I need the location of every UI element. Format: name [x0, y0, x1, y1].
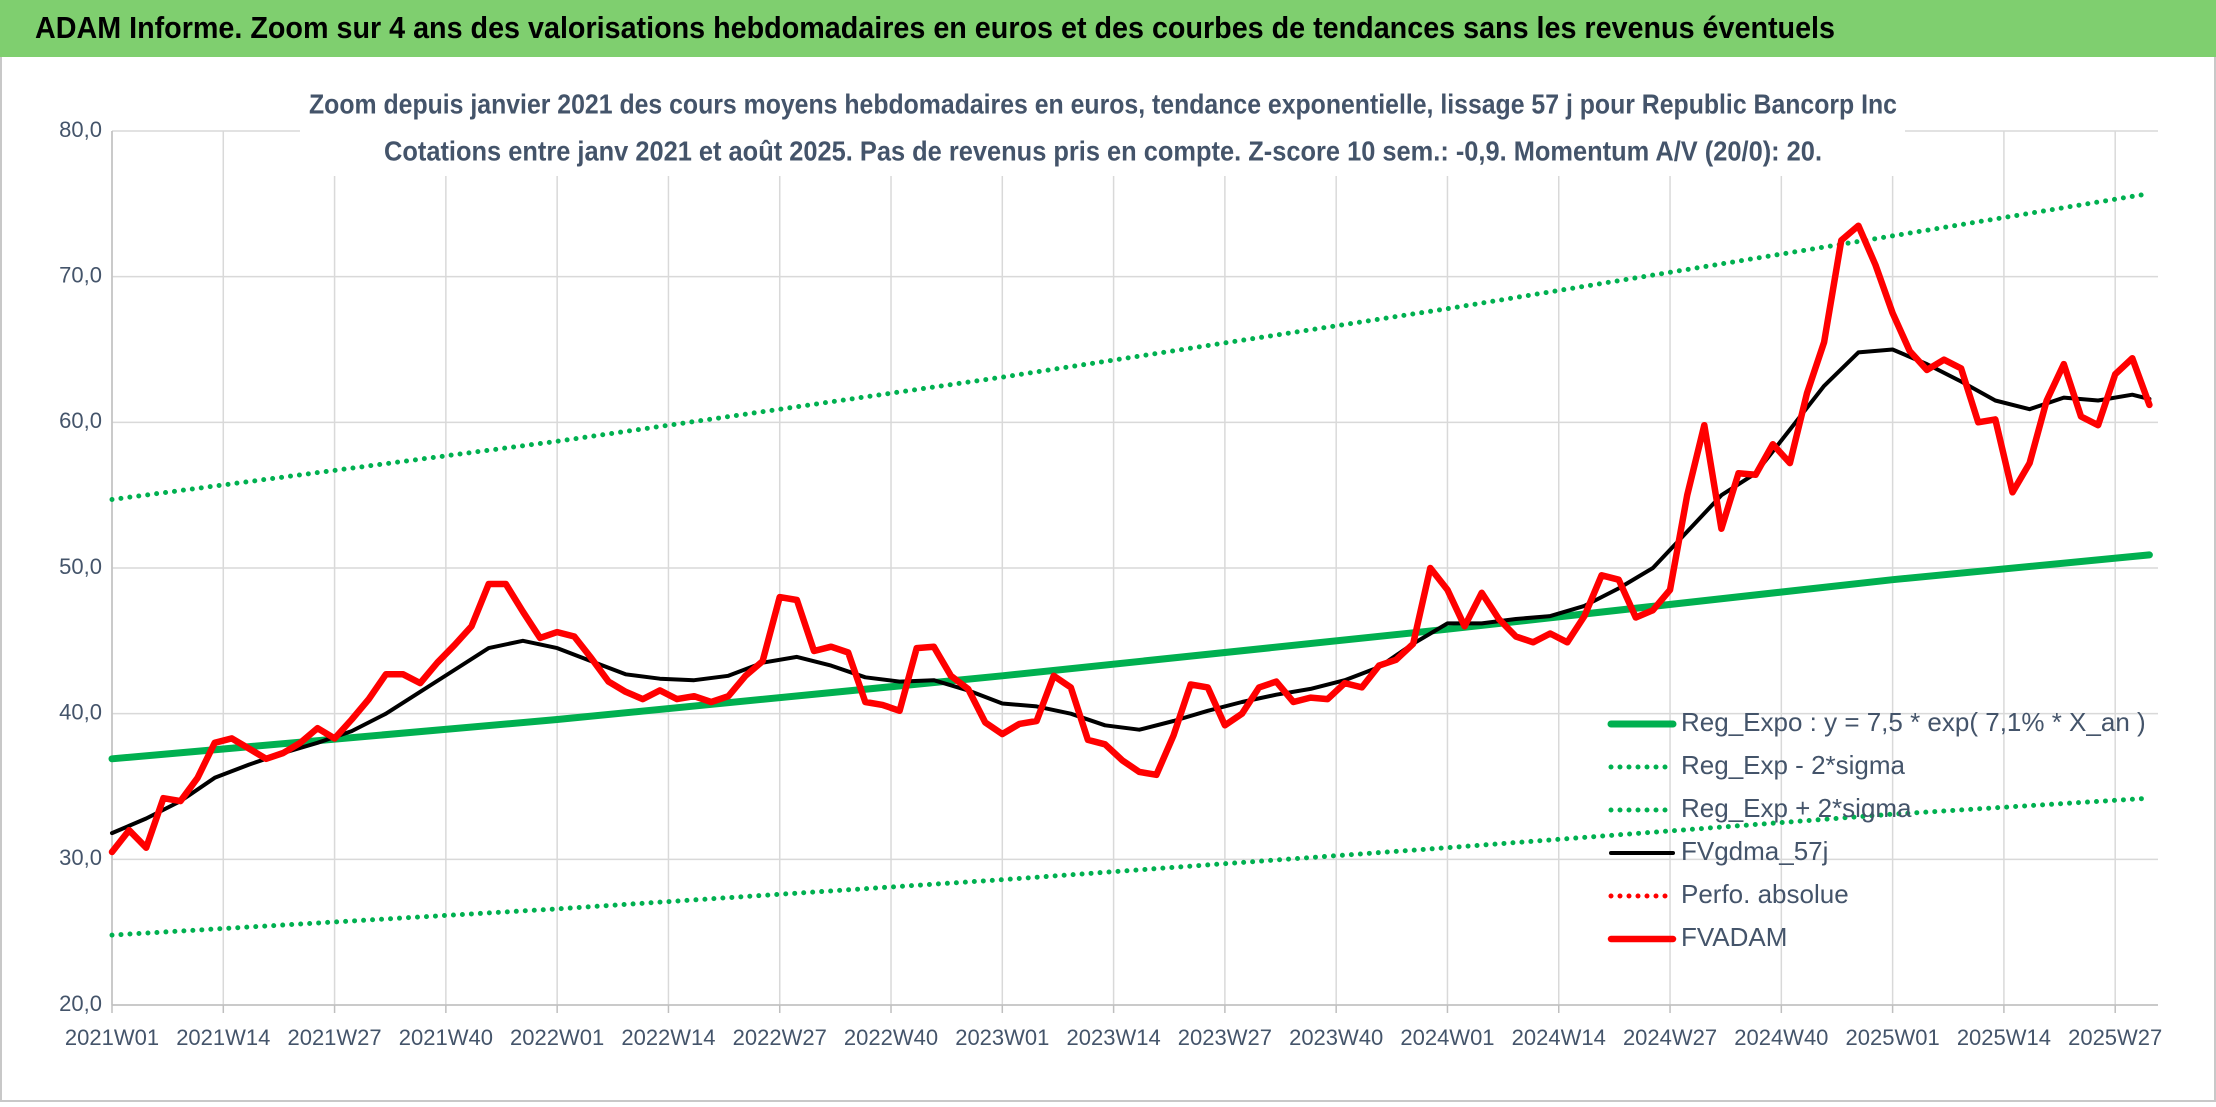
- series-line: [108, 222, 2153, 856]
- x-tick-label: 2023W01: [955, 1025, 1049, 1050]
- x-tick-label: 2025W01: [1846, 1025, 1940, 1050]
- series-line: [109, 795, 2152, 938]
- y-tick-label: 60,0: [59, 408, 102, 433]
- x-tick-label: 2021W27: [287, 1025, 381, 1050]
- header-title: ADAM Informe. Zoom sur 4 ans des valoris…: [35, 10, 1835, 45]
- x-tick-label: 2024W40: [1734, 1025, 1828, 1050]
- x-tick-label: 2021W14: [176, 1025, 270, 1050]
- subtitle-line: Cotations entre janv 2021 et août 2025. …: [384, 135, 1822, 166]
- y-tick-label: 40,0: [59, 699, 102, 724]
- y-tick-label: 30,0: [59, 845, 102, 870]
- x-tick-label: 2023W40: [1289, 1025, 1383, 1050]
- plot-area: 20,0 30,0 40,0 50,0 60,0 70,0 80,0 2021W01 2021W…: [59, 117, 2162, 1050]
- series-line: [108, 551, 2153, 763]
- y-tick-label: 20,0: [59, 991, 102, 1016]
- legend-label: Reg_Expo : y = 7,5 * exp( 7,1% * X_an ): [1681, 707, 2146, 737]
- x-tick-label: 2024W01: [1400, 1025, 1494, 1050]
- y-tick-label: 50,0: [59, 554, 102, 579]
- x-tick-label: 2023W14: [1067, 1025, 1161, 1050]
- x-tick-label: 2022W01: [510, 1025, 604, 1050]
- x-tick-label: 2021W40: [399, 1025, 493, 1050]
- x-tick-label: 2022W40: [844, 1025, 938, 1050]
- x-tick-label: 2025W27: [2068, 1025, 2162, 1050]
- x-tick-label: 2021W01: [65, 1025, 159, 1050]
- x-tick-label: 2023W27: [1178, 1025, 1272, 1050]
- legend-label: Reg_Exp + 2*sigma: [1681, 793, 1912, 823]
- x-tick-label: 2022W14: [621, 1025, 715, 1050]
- y-tick-label: 70,0: [59, 262, 102, 287]
- x-tick-label: 2025W14: [1957, 1025, 2051, 1050]
- header-bar: [0, 0, 2216, 57]
- series-line: [109, 191, 2152, 502]
- series-line: [110, 347, 2152, 836]
- x-tick-label: 2022W27: [733, 1025, 827, 1050]
- x-tick-label: 2024W27: [1623, 1025, 1717, 1050]
- subtitle-background: [300, 86, 1905, 176]
- x-tick-label: 2024W14: [1512, 1025, 1606, 1050]
- legend-label: FVADAM: [1681, 922, 1787, 952]
- legend-label: Perfo. absolue: [1681, 879, 1849, 909]
- legend: Reg_Expo : y = 7,5 * exp( 7,1% * X_an ) R…: [1607, 707, 2146, 952]
- y-tick-label: 80,0: [59, 117, 102, 142]
- subtitle-line: Zoom depuis janvier 2021 des cours moyen…: [309, 88, 1897, 119]
- legend-label: FVgdma_57j: [1681, 836, 1828, 866]
- legend-label: Reg_Exp - 2*sigma: [1681, 750, 1906, 780]
